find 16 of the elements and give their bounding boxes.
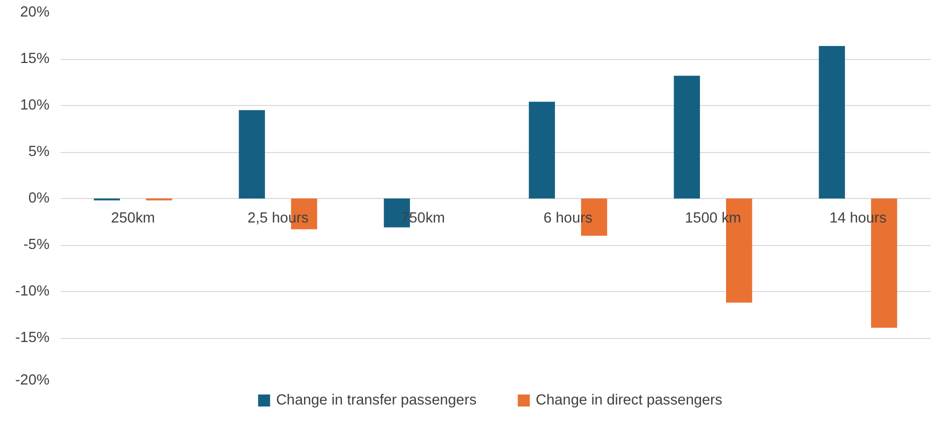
y-tick-label: 5%: [28, 144, 50, 160]
bar: [674, 76, 700, 198]
legend-label: Change in transfer passengers: [276, 392, 477, 408]
y-tick-label: 0%: [28, 190, 50, 206]
y-tick-label: 10%: [20, 98, 50, 114]
y-tick-label: 20%: [20, 4, 50, 20]
y-tick-label: -20%: [15, 372, 50, 388]
x-tick-label: 250km: [111, 210, 156, 226]
y-tick-label: -5%: [23, 237, 50, 253]
bar: [528, 102, 555, 198]
y-tick-label: 15%: [20, 51, 50, 67]
legend-label: Change in direct passengers: [536, 392, 722, 408]
y-tick-label: -15%: [15, 330, 50, 346]
bar: [238, 110, 265, 198]
bar: [818, 46, 845, 198]
y-tick-label: -10%: [15, 284, 50, 300]
